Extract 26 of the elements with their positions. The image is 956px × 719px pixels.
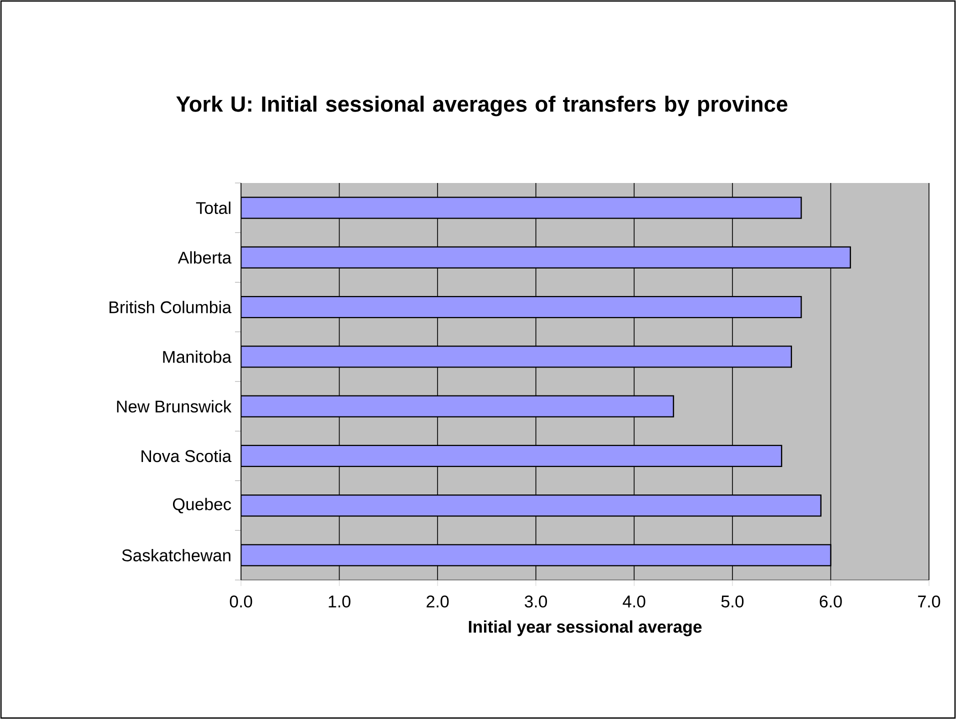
x-tick-label: 7.0	[918, 596, 940, 608]
bar	[241, 196, 802, 219]
x-tick-label: 0.0	[230, 596, 252, 608]
y-tick-label: Saskatchewan	[122, 548, 230, 562]
bar	[241, 346, 792, 368]
x-tick-label: 1.0	[328, 596, 350, 608]
bar	[241, 444, 782, 468]
x-tick-label: 4.0	[622, 596, 646, 608]
bar	[241, 296, 802, 318]
y-tick-label: British Columbia	[110, 300, 232, 314]
x-tick-label: 5.0	[721, 596, 744, 608]
bar	[241, 395, 674, 418]
bar	[241, 246, 851, 269]
y-tick-label: New Brunswick	[117, 400, 232, 413]
x-tick-label: 6.0	[820, 596, 842, 608]
y-tick-label: Quebec	[172, 498, 232, 514]
x-axis-title: Initial year sessional average	[468, 620, 702, 636]
y-tick-label: Nova Scotia	[142, 450, 232, 462]
x-tick-label: 3.0	[524, 596, 547, 608]
chart-title: York U: Initial sessional averages of transfers by province	[176, 96, 788, 116]
y-tick-label: Alberta	[178, 251, 232, 264]
bar	[241, 544, 832, 566]
y-tick-label: Manitoba	[163, 350, 232, 363]
y-tick-label: Total	[196, 202, 230, 214]
x-tick-label: 2.0	[426, 596, 449, 608]
bar	[241, 494, 822, 517]
